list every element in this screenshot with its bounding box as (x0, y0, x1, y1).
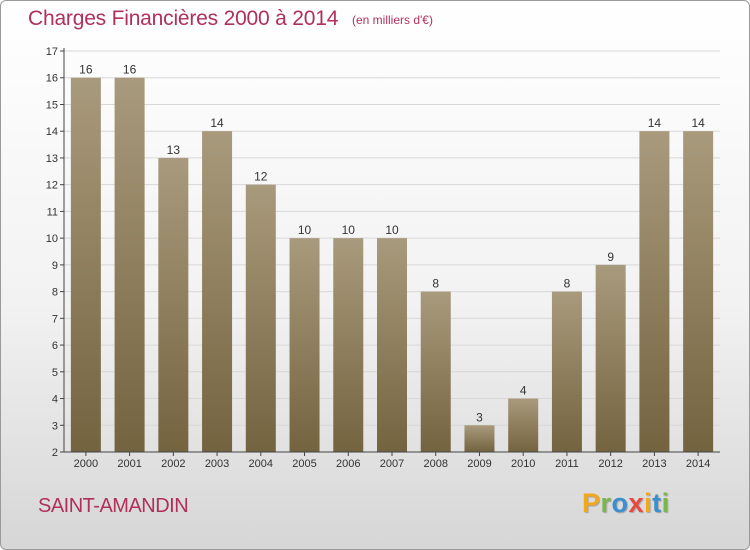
x-tick-label: 2006 (336, 458, 360, 470)
bar-2011 (551, 291, 582, 452)
y-tick-label: 16 (46, 73, 58, 85)
logo-letter: i (661, 488, 670, 518)
x-tick-label: 2001 (117, 458, 141, 470)
bar-2008 (420, 291, 451, 452)
logo-letter: P (582, 488, 601, 518)
x-tick-label: 2013 (642, 458, 666, 470)
data-label: 10 (298, 223, 312, 237)
bar-2006 (333, 238, 364, 452)
y-tick-label: 12 (46, 180, 58, 192)
data-label: 12 (254, 170, 268, 184)
x-tick-label: 2007 (380, 458, 404, 470)
logo-letter: t (652, 488, 662, 518)
data-label: 16 (79, 63, 93, 77)
y-tick-label: 15 (46, 99, 58, 111)
y-tick-label: 9 (52, 260, 58, 272)
axes (60, 48, 720, 456)
data-label: 3 (476, 410, 483, 424)
bar-2014 (683, 131, 714, 452)
bar-2000 (70, 77, 101, 452)
x-tick-label: 2011 (555, 458, 579, 470)
x-tick-label: 2014 (686, 458, 710, 470)
data-label: 14 (210, 116, 224, 130)
logo-letter: i (644, 488, 653, 518)
y-tick-label: 8 (52, 287, 58, 299)
x-tick-label: 2010 (511, 458, 535, 470)
y-tick-label: 11 (47, 206, 58, 218)
bar-2003 (202, 131, 233, 452)
bar-2012 (595, 264, 626, 452)
data-label: 9 (607, 250, 614, 264)
data-label: 14 (648, 116, 662, 130)
bar-2002 (158, 157, 189, 452)
logo-letter: x (628, 488, 645, 518)
x-tick-label: 2012 (598, 458, 622, 470)
chart-title: Charges Financières 2000 à 2014 (28, 7, 339, 30)
x-tick-label: 2005 (292, 458, 316, 470)
x-tick-label: 2008 (423, 458, 447, 470)
bar-2013 (639, 131, 670, 452)
y-tick-label: 10 (46, 233, 58, 245)
y-tick-label: 4 (52, 394, 58, 406)
bar-2009 (464, 425, 495, 452)
data-label: 4 (520, 384, 527, 398)
y-tick-label: 5 (52, 367, 58, 379)
y-tick-label: 2 (52, 447, 58, 459)
bar-2005 (289, 238, 320, 452)
data-label: 8 (564, 277, 571, 291)
labels: 2 3 4 5 6 7 8 9 10 11 12 13 14 15 16 17 16 2000 16 2001 13 20… (46, 46, 711, 470)
bar-2010 (508, 398, 539, 452)
data-label: 16 (123, 63, 137, 77)
y-tick-label: 3 (52, 420, 58, 432)
data-label: 10 (342, 223, 356, 237)
bar-2007 (377, 238, 407, 452)
data-label: 14 (691, 116, 705, 130)
y-tick-label: 14 (46, 126, 58, 138)
x-tick-label: 2002 (161, 458, 185, 470)
x-tick-label: 2004 (249, 458, 273, 470)
y-tick-label: 7 (52, 313, 58, 325)
bars (70, 77, 714, 452)
logo-letter: o (611, 488, 629, 518)
chart-subtitle: (en milliers d'€) (352, 13, 433, 27)
y-tick-label: 17 (46, 46, 58, 58)
x-tick-label: 2009 (467, 458, 491, 470)
proxiti-logo: Proxiti (582, 488, 670, 519)
commune-name: SAINT-AMANDIN (38, 495, 189, 517)
logo-letter: r (600, 488, 612, 518)
data-label: 8 (432, 277, 439, 291)
y-tick-label: 13 (46, 153, 58, 165)
x-tick-label: 2000 (74, 458, 98, 470)
y-tick-label: 6 (52, 340, 58, 352)
x-tick-label: 2003 (205, 458, 229, 470)
bar-2004 (245, 184, 276, 452)
data-label: 10 (385, 223, 399, 237)
data-label: 13 (167, 143, 181, 157)
bar-2001 (114, 77, 145, 452)
